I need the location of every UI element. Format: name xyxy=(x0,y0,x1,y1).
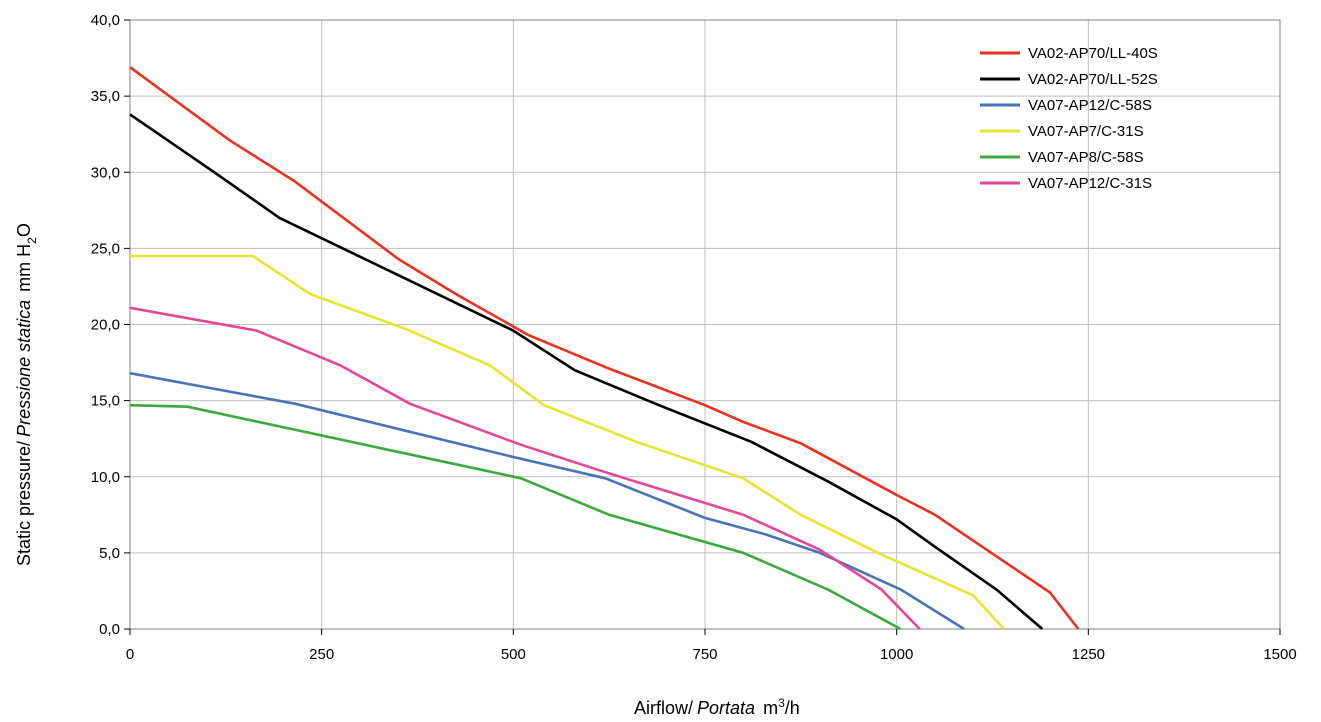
x-axis-title-unit-tail: /h xyxy=(785,698,800,718)
x-tick-label: 500 xyxy=(501,646,526,663)
series-line-4 xyxy=(130,254,1005,630)
y-tick-label: 15,0 xyxy=(91,393,120,410)
grid-lines xyxy=(129,19,1281,630)
y-axis-title-main: Static pressure xyxy=(14,446,34,566)
y-axis-title-unit: mm H xyxy=(14,244,34,292)
x-tick-label: 0 xyxy=(126,646,134,663)
x-axis-ticks: 0 250 500 750 1000 1250 1500 xyxy=(126,629,1297,663)
y-axis-title-sep: / xyxy=(14,441,34,446)
y-tick-label: 5,0 xyxy=(99,545,120,562)
x-axis-title-main: Airflow xyxy=(634,698,689,718)
y-axis-title-italic: Pressione statica xyxy=(14,300,34,437)
x-tick-label: 250 xyxy=(309,646,334,663)
series-line-5 xyxy=(129,403,902,631)
series-line-3 xyxy=(129,371,965,631)
y-axis-ticks: 0,0 5,0 10,0 15,0 20,0 25,0 30,0 35,0 40,0 xyxy=(91,12,130,638)
series-lines xyxy=(129,66,1080,631)
legend-label-1: VA02-AP70/LL-40S xyxy=(1028,45,1158,62)
y-axis-title-unit-tail: O xyxy=(14,223,34,237)
y-axis-title-unit-sub: 2 xyxy=(25,237,39,244)
x-tick-label: 1250 xyxy=(1072,646,1105,663)
legend-label-2: VA02-AP70/LL-52S xyxy=(1028,71,1158,88)
x-axis-title-italic: Portata xyxy=(697,698,755,718)
x-tick-label: 1500 xyxy=(1263,646,1296,663)
series-line-2 xyxy=(129,113,1044,630)
legend-label-5: VA07-AP8/C-58S xyxy=(1028,149,1144,166)
x-axis-title: Airflow/Portata m3/h xyxy=(634,696,800,718)
x-axis-title-unit: m xyxy=(763,698,778,718)
y-axis-title: Static pressure/ Pressione statica mm H2O xyxy=(14,223,39,566)
legend-label-4: VA07-AP7/C-31S xyxy=(1028,123,1144,140)
y-tick-label: 40,0 xyxy=(91,12,120,29)
y-tick-label: 30,0 xyxy=(91,164,120,181)
series-line-1 xyxy=(129,66,1080,630)
series-line-6 xyxy=(129,306,921,630)
y-tick-label: 10,0 xyxy=(91,469,120,486)
y-tick-label: 25,0 xyxy=(91,240,120,257)
x-tick-label: 750 xyxy=(692,646,717,663)
legend-label-6: VA07-AP12/C-31S xyxy=(1028,175,1152,192)
x-tick-label: 1000 xyxy=(880,646,913,663)
legend-label-3: VA07-AP12/C-58S xyxy=(1028,97,1152,114)
y-tick-label: 20,0 xyxy=(91,317,120,334)
x-axis-title-unit-sup: 3 xyxy=(778,696,785,710)
y-tick-label: 0,0 xyxy=(99,621,120,638)
legend: VA02-AP70/LL-40S VA02-AP70/LL-52S VA07-AP1… xyxy=(980,45,1158,192)
y-tick-label: 35,0 xyxy=(91,88,120,105)
x-axis-title-sep: / xyxy=(688,698,693,718)
